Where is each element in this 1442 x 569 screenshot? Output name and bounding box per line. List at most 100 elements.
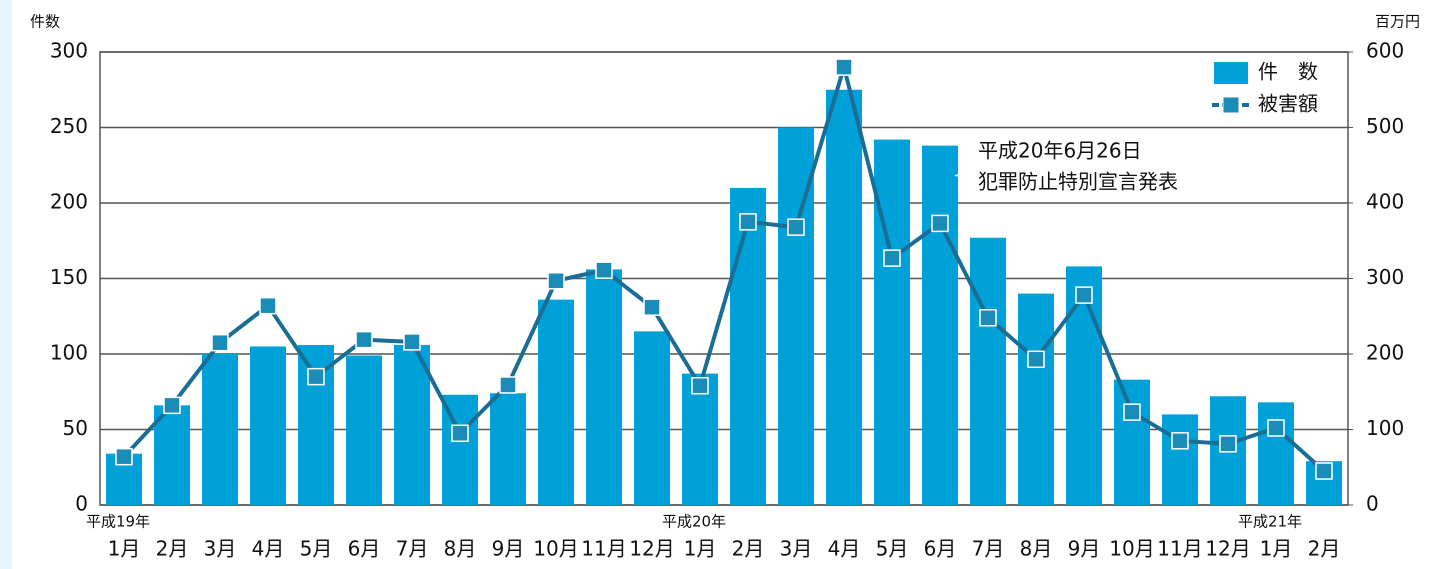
- line-marker: [403, 333, 421, 351]
- line-marker: [691, 376, 709, 395]
- bar: [1114, 379, 1150, 505]
- x-tick-label: 5月: [876, 537, 909, 561]
- x-tick-label: 7月: [396, 537, 429, 561]
- bar: [586, 269, 622, 505]
- y-tick-label: 100: [50, 341, 88, 365]
- bar: [1018, 293, 1054, 505]
- y2-tick-label: 100: [1366, 416, 1404, 440]
- y2-tick-label: 200: [1366, 341, 1404, 365]
- year-label: 平成21年: [1238, 513, 1302, 531]
- x-tick-label: 2月: [732, 537, 765, 561]
- y2-tick-label: 0: [1366, 492, 1379, 516]
- bar: [1066, 266, 1102, 505]
- x-tick-label: 8月: [1020, 537, 1053, 561]
- y2-tick-label: 300: [1366, 265, 1404, 289]
- x-tick-label: 3月: [780, 537, 813, 561]
- line-marker: [1219, 435, 1237, 453]
- line-marker: [787, 218, 805, 236]
- y2-tick-label: 400: [1366, 190, 1404, 214]
- year-label: 平成19年: [86, 513, 150, 531]
- line-marker: [499, 376, 517, 394]
- bar: [970, 237, 1006, 506]
- x-tick-label: 9月: [1068, 537, 1101, 561]
- year-label: 平成20年: [662, 513, 726, 531]
- line-marker: [979, 309, 997, 327]
- y-tick-label: 250: [50, 114, 88, 138]
- x-tick-label: 2月: [1308, 537, 1341, 561]
- legend-swatch: [1214, 62, 1248, 84]
- x-tick-label: 2月: [156, 537, 189, 561]
- x-tick-label: 3月: [204, 537, 237, 561]
- y-tick-label: 200: [50, 190, 88, 214]
- x-tick-label: 6月: [348, 537, 381, 561]
- x-tick-label: 12月: [1205, 537, 1250, 561]
- line-marker: [451, 424, 469, 443]
- x-tick-label: 1月: [1260, 537, 1293, 561]
- x-tick-label: 4月: [828, 537, 861, 561]
- line-marker: [211, 333, 229, 352]
- y-tick-label: 150: [50, 265, 88, 289]
- x-tick-label: 9月: [492, 537, 525, 561]
- y-tick-label: 50: [63, 416, 88, 440]
- edge-strip: [0, 0, 12, 569]
- bar: [922, 145, 958, 505]
- x-tick-label: 10月: [1109, 537, 1154, 561]
- line-marker: [931, 214, 949, 233]
- line-marker: [355, 330, 373, 349]
- line-marker: [739, 213, 757, 231]
- bar: [490, 393, 526, 505]
- legend-label: 件 数: [1258, 60, 1318, 84]
- line-marker: [1315, 462, 1333, 480]
- x-tick-label: 7月: [972, 537, 1005, 561]
- bar: [394, 344, 430, 505]
- x-tick-label: 1月: [108, 537, 141, 561]
- bar: [250, 346, 286, 505]
- x-tick-label: 4月: [252, 537, 285, 561]
- legend-marker: [1222, 96, 1240, 114]
- annotation-text: 犯罪防止特別宣言発表: [978, 170, 1178, 194]
- x-tick-label: 11月: [1157, 537, 1202, 561]
- line-marker: [835, 58, 853, 76]
- y2-tick-label: 500: [1366, 114, 1404, 138]
- y2-axis-label: 百万円: [1375, 13, 1420, 31]
- bar: [346, 355, 382, 505]
- line-marker: [1075, 286, 1093, 304]
- bar: [1162, 414, 1198, 505]
- line-marker: [307, 367, 325, 386]
- line-marker: [259, 296, 277, 315]
- x-tick-label: 6月: [924, 537, 957, 561]
- legend-label: 被害額: [1258, 92, 1318, 116]
- x-tick-label: 5月: [300, 537, 333, 561]
- plot-frame: [99, 51, 1349, 506]
- bar: [730, 187, 766, 505]
- line-marker: [643, 298, 661, 316]
- x-tick-label: 11月: [581, 537, 626, 561]
- line-marker: [1171, 432, 1189, 450]
- y-axis-label: 件数: [30, 13, 60, 31]
- line-marker: [1027, 350, 1045, 369]
- line-marker: [883, 249, 901, 267]
- line-marker: [547, 272, 565, 290]
- bar: [874, 139, 910, 505]
- line-marker: [595, 261, 613, 279]
- x-tick-label: 10月: [533, 537, 578, 561]
- y-tick-label: 0: [75, 492, 88, 516]
- x-tick-label: 1月: [684, 537, 717, 561]
- bar: [154, 405, 190, 505]
- x-tick-label: 12月: [629, 537, 674, 561]
- y-tick-label: 300: [50, 39, 88, 63]
- line-marker: [1267, 419, 1285, 437]
- y2-tick-label: 600: [1366, 39, 1404, 63]
- x-tick-label: 8月: [444, 537, 477, 561]
- bar: [538, 299, 574, 505]
- line-marker: [1123, 403, 1141, 421]
- bar: [826, 89, 862, 505]
- bar: [202, 354, 238, 505]
- annotation-text: 平成20年6月26日: [978, 139, 1142, 163]
- bar: [1258, 402, 1294, 505]
- line-marker: [115, 447, 133, 466]
- bar: [634, 331, 670, 505]
- bar: [682, 373, 718, 505]
